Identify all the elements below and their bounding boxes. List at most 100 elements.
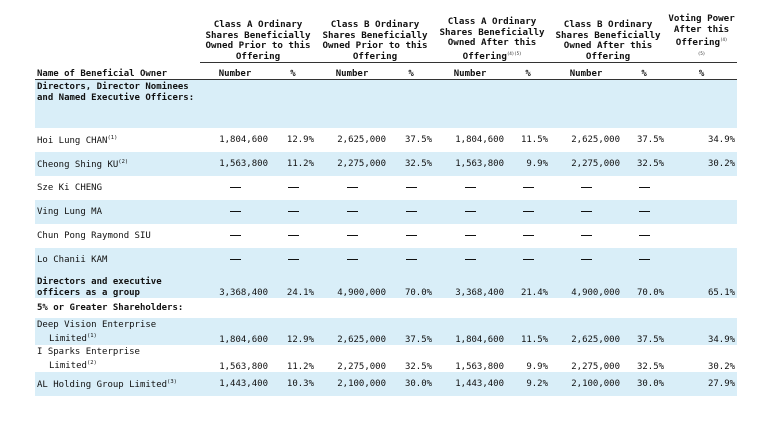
percent-cell [388, 248, 435, 272]
share-count-cell [550, 224, 622, 248]
share-count-cell: 2,625,000 [337, 135, 387, 145]
share-count-cell: 1,804,600 [219, 135, 268, 145]
percent-cell: 12.9% [270, 318, 317, 345]
share-count-cell [200, 176, 270, 200]
dash-mark [464, 211, 476, 212]
percent-cell [388, 224, 434, 248]
empty-cell [550, 298, 622, 318]
percent-cell: 32.5% [388, 152, 435, 176]
percent-cell: 30.0% [388, 372, 435, 396]
share-count-cell: 2,275,000 [550, 152, 623, 176]
share-count-cell [550, 176, 622, 200]
percent-cell [506, 224, 550, 248]
percent-cell: 24.1% [270, 272, 317, 298]
section-row-directors: Directors, Director Nominees and Named E… [35, 79, 738, 128]
percent-cell [622, 200, 667, 224]
share-count-cell: 2,275,000 [316, 152, 389, 176]
header-spacer [35, 10, 200, 63]
header-class-b-after: Class B Ordinary Shares Beneficially Own… [550, 10, 667, 63]
percent-cell: 30.2% [707, 362, 736, 372]
share-count-cell: 1,563,800 [200, 152, 270, 176]
percent-cell [622, 224, 666, 248]
percent-cell: 32.5% [404, 362, 433, 372]
column-pct-header: % [506, 62, 551, 80]
percent-cell: 37.5% [404, 135, 433, 145]
percent-cell: 30.0% [622, 372, 667, 396]
percent-cell [506, 176, 550, 200]
share-count-cell [550, 200, 623, 224]
header-class-a-after-note: (4)(5) [506, 50, 522, 56]
share-count-cell [316, 176, 388, 200]
owner-name-line: Deep Vision Enterprise [37, 320, 157, 330]
share-count-cell [434, 224, 506, 248]
dash-mark [580, 235, 592, 236]
share-count-cell: 2,275,000 [337, 362, 387, 372]
share-count-cell: 2,100,000 [550, 372, 623, 396]
share-count-cell [316, 200, 389, 224]
owner-name-cell: Lo Chanii KAM [35, 248, 200, 272]
dash-mark [287, 235, 299, 236]
table-row: Cheong Shing KU(2) 1,563,800 11.2% 2,275,00… [35, 152, 738, 176]
percent-cell: 30.2% [666, 152, 738, 176]
dash-mark [229, 259, 241, 260]
owner-name-cell: Cheong Shing KU(2) [35, 152, 200, 176]
footnote-ref: (2) [86, 360, 97, 366]
percent-cell: 21.4% [506, 272, 551, 298]
dash-mark [346, 187, 358, 188]
percent-cell: 65.1% [666, 272, 738, 298]
percent-cell [666, 176, 737, 200]
owner-name-cell: AL Holding Group Limited(3) [35, 372, 200, 396]
dash-mark [346, 235, 358, 236]
dash-mark [287, 187, 299, 188]
share-count-cell: 1,563,800 [434, 152, 507, 176]
share-count-cell: 1,443,400 [434, 372, 507, 396]
percent-cell: 37.5% [622, 318, 667, 345]
empty-cell [388, 298, 434, 318]
share-count-cell [550, 248, 623, 272]
dash-mark [580, 259, 592, 260]
empty-cell [200, 79, 270, 128]
percent-cell: 70.0% [388, 272, 435, 298]
owner-name-cell: Deep Vision Enterprise Limited(1) [35, 318, 200, 345]
group-header-row: Class A Ordinary Shares Beneficially Own… [35, 10, 738, 63]
percent-cell [622, 176, 666, 200]
share-count-cell [200, 200, 270, 224]
percent-cell [666, 200, 738, 224]
owner-name-cell: Ving Lung MA [35, 200, 200, 224]
share-count-cell [434, 176, 506, 200]
share-count-cell: 2,625,000 [550, 318, 623, 345]
empty-cell [550, 79, 623, 128]
percent-cell [666, 224, 737, 248]
dash-mark [638, 235, 650, 236]
percent-cell [270, 248, 317, 272]
share-count-cell: 2,625,000 [316, 318, 389, 345]
percent-cell: 11.5% [520, 135, 549, 145]
empty-cell [506, 298, 550, 318]
footnote-ref: (1) [107, 134, 118, 141]
percent-cell [506, 248, 551, 272]
table-row: AL Holding Group Limited(3) 1,443,400 10.3… [35, 372, 738, 396]
header-voting-note: (4) [720, 37, 728, 42]
header-voting-note-2: (5) [697, 50, 706, 56]
owner-name-cell: Chun Pong Raymond SIU [37, 231, 151, 241]
share-count-cell [316, 248, 389, 272]
table-row: Hoi Lung CHAN(1) 1,804,600 12.9% 2,625,000 3… [35, 128, 737, 152]
percent-cell: 10.3% [270, 372, 317, 396]
empty-cell [316, 298, 388, 318]
percent-cell: 11.5% [506, 318, 551, 345]
header-class-b-prior: Class B Ordinary Shares Beneficially Own… [316, 10, 435, 63]
column-pct-header: % [666, 62, 738, 80]
percent-cell: 32.5% [622, 152, 667, 176]
table-row: Ving Lung MA [35, 200, 738, 224]
owner-name-line: Limited(1) [49, 333, 97, 344]
dash-mark [464, 235, 476, 236]
dash-mark [229, 187, 241, 188]
share-count-cell [434, 248, 507, 272]
dash-mark [522, 187, 534, 188]
percent-cell [388, 200, 435, 224]
share-count-cell: 1,804,600 [200, 318, 270, 345]
owner-name-cell: Sze Ki CHENG [37, 183, 103, 193]
owner-name-cell: I Sparks Enterprise Limited(2) [35, 345, 200, 372]
group-total-row: Directors and executive officers as a gr… [35, 272, 738, 298]
empty-cell [622, 79, 667, 128]
